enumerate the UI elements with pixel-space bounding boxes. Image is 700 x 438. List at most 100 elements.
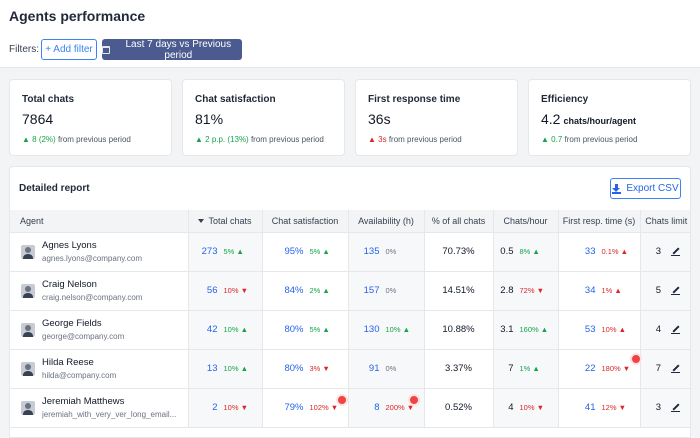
alert-dot[interactable] xyxy=(336,394,348,406)
chats-limit-value: 3 xyxy=(655,246,661,257)
chat-satisfaction-value: 80% xyxy=(284,363,304,374)
column-header-availability[interactable]: Availability (h) xyxy=(348,210,425,233)
chat-satisfaction-delta: 102% ▼ xyxy=(309,403,339,412)
total-chats-cell[interactable]: 56 10% ▼ xyxy=(188,271,263,311)
edit-icon[interactable] xyxy=(671,364,680,373)
availability-cell[interactable]: 157 0% xyxy=(348,271,425,311)
kpi-title: Total chats xyxy=(22,94,75,105)
column-header-chat-satisfaction[interactable]: Chat satisfaction xyxy=(262,210,349,233)
table-row: George Fields george@company.com 42 10% ▲ 80… xyxy=(10,310,690,350)
total-chats-cell[interactable]: 273 5% ▲ xyxy=(188,232,263,272)
table-header-row: Agent Total chats Chat satisfaction Avai… xyxy=(10,210,690,233)
pct-all-chats-cell: 14.51% xyxy=(424,271,494,311)
chats-hour-value: 4 xyxy=(508,402,514,413)
total-chats-cell[interactable]: 42 10% ▲ xyxy=(188,310,263,350)
kpi-value-number: 81% xyxy=(195,111,224,127)
column-header-pct-all-chats[interactable]: % of all chats xyxy=(424,210,494,233)
edit-icon[interactable] xyxy=(671,325,680,334)
agent-cell[interactable]: George Fields george@company.com xyxy=(10,310,189,350)
table-row: Craig Nelson craig.nelson@company.com 56 10… xyxy=(10,271,690,311)
agent-cell[interactable]: Agnes Lyons agnes.lyons@company.com xyxy=(10,232,189,272)
chats-hour-delta: 72% ▼ xyxy=(519,286,545,295)
date-range-filter-button[interactable]: Last 7 days vs Previous period xyxy=(102,39,242,61)
chats-limit-cell: 5 xyxy=(640,271,690,311)
first-resp-time-cell[interactable]: 22 180% ▼ xyxy=(558,349,641,389)
total-chats-value: 42 xyxy=(206,324,218,335)
first-resp-time-cell[interactable]: 53 10% ▲ xyxy=(558,310,641,350)
availability-cell[interactable]: 130 10% ▲ xyxy=(348,310,425,350)
first-resp-time-value: 53 xyxy=(584,324,596,335)
chats-limit-cell: 3 xyxy=(640,232,690,272)
availability-cell[interactable]: 135 0% xyxy=(348,232,425,272)
kpi-value: 81% xyxy=(195,111,226,127)
agent-cell[interactable]: Jeremiah Matthews jeremiah_with_very_ver_… xyxy=(10,388,189,428)
edit-icon[interactable] xyxy=(671,247,680,256)
agent-name: Hilda Reese xyxy=(42,357,94,368)
availability-value: 135 xyxy=(363,246,380,257)
alert-dot[interactable] xyxy=(408,394,420,406)
filters-label: Filters: xyxy=(9,44,39,55)
chats-limit-cell: 4 xyxy=(640,310,690,350)
alert-dot[interactable] xyxy=(630,353,642,365)
kpi-value-number: 7864 xyxy=(22,111,54,127)
availability-cell[interactable]: 91 0% xyxy=(348,349,425,389)
chat-satisfaction-delta: 2% ▲ xyxy=(309,286,330,295)
kpi-value-number: 36s xyxy=(368,111,391,127)
edit-icon[interactable] xyxy=(671,286,680,295)
kpi-card: Efficiency 4.2 chats/hour/agent ▲ 0.7 from … xyxy=(528,79,691,156)
top-bar: Agents performance Filters: + Add filter… xyxy=(0,0,700,68)
chats-hour-delta: 160% ▲ xyxy=(519,325,549,334)
chats-hour-value: 3.1 xyxy=(500,324,514,335)
report-title: Detailed report xyxy=(19,183,90,194)
first-resp-time-cell[interactable]: 41 12% ▼ xyxy=(558,388,641,428)
agent-name: Craig Nelson xyxy=(42,279,97,290)
column-header-chats-hour[interactable]: Chats/hour xyxy=(493,210,559,233)
chats-limit-value: 5 xyxy=(655,285,661,296)
chats-hour-delta: 1% ▲ xyxy=(519,364,540,373)
column-header-total-chats[interactable]: Total chats xyxy=(188,210,263,233)
agent-cell[interactable]: Hilda Reese hilda@company.com xyxy=(10,349,189,389)
edit-icon[interactable] xyxy=(671,403,680,412)
chat-satisfaction-cell[interactable]: 84% 2% ▲ xyxy=(262,271,349,311)
export-csv-label: Export CSV xyxy=(626,183,679,194)
total-chats-cell[interactable]: 13 10% ▲ xyxy=(188,349,263,389)
export-csv-button[interactable]: Export CSV xyxy=(610,178,681,199)
chats-hour-delta: 10% ▼ xyxy=(519,403,545,412)
chat-satisfaction-delta: 5% ▲ xyxy=(309,325,330,334)
chats-hour-value: 7 xyxy=(508,363,514,374)
avatar xyxy=(21,244,35,259)
kpi-delta-value: ▲ 3s xyxy=(368,135,387,144)
column-header-label: Total chats xyxy=(208,215,252,226)
kpi-value: 4.2 chats/hour/agent xyxy=(541,111,636,127)
chat-satisfaction-cell[interactable]: 80% 5% ▲ xyxy=(262,310,349,350)
availability-delta: 0% xyxy=(385,286,397,295)
kpi-delta-value: ▲ 2 p.p. (13%) xyxy=(195,135,249,144)
total-chats-delta: 10% ▲ xyxy=(223,325,249,334)
agent-cell[interactable]: Craig Nelson craig.nelson@company.com xyxy=(10,271,189,311)
chats-hour-cell: 4 10% ▼ xyxy=(493,388,559,428)
kpi-delta-text: from previous period xyxy=(388,135,462,144)
column-header-chats-limit[interactable]: Chats limit xyxy=(640,210,690,233)
chat-satisfaction-cell[interactable]: 80% 3% ▼ xyxy=(262,349,349,389)
agent-email: craig.nelson@company.com xyxy=(42,293,143,302)
detailed-report: Detailed report Export CSV Agent Total c… xyxy=(9,166,691,438)
chat-satisfaction-delta: 5% ▲ xyxy=(309,247,330,256)
download-icon xyxy=(612,183,622,194)
chats-limit-cell: 7 xyxy=(640,349,690,389)
column-header-first-resp-time[interactable]: First resp. time (s) xyxy=(558,210,641,233)
chat-satisfaction-cell[interactable]: 79% 102% ▼ xyxy=(262,388,349,428)
availability-delta: 200% ▼ xyxy=(385,403,415,412)
column-header-agent[interactable]: Agent xyxy=(10,210,189,233)
first-resp-time-cell[interactable]: 33 0.1% ▲ xyxy=(558,232,641,272)
availability-value: 130 xyxy=(363,324,380,335)
kpi-value: 7864 xyxy=(22,111,56,127)
total-chats-value: 13 xyxy=(206,363,218,374)
first-resp-time-cell[interactable]: 34 1% ▲ xyxy=(558,271,641,311)
agents-table: Agent Total chats Chat satisfaction Avai… xyxy=(10,210,690,428)
total-chats-cell[interactable]: 2 10% ▼ xyxy=(188,388,263,428)
add-filter-button[interactable]: + Add filter xyxy=(41,39,97,60)
sort-desc-icon xyxy=(198,219,205,224)
chat-satisfaction-cell[interactable]: 95% 5% ▲ xyxy=(262,232,349,272)
first-resp-time-delta: 0.1% ▲ xyxy=(601,247,629,256)
kpi-delta: ▲ 3s from previous period xyxy=(368,135,462,144)
